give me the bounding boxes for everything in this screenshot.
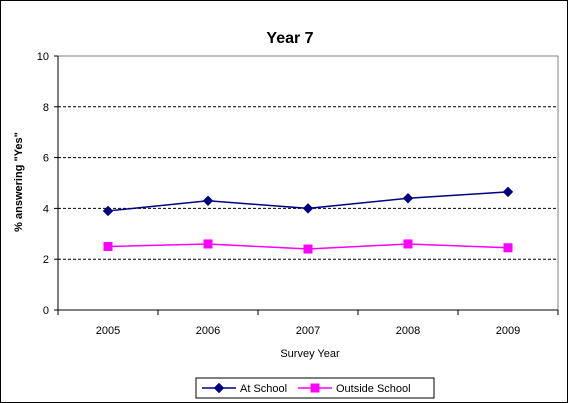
x-tick-labels: 2005 2006 2007 2008 2009 (96, 325, 520, 337)
y-tick-label: 0 (43, 305, 49, 317)
data-point (402, 193, 414, 204)
gridlines (58, 55, 558, 260)
legend-marker (310, 383, 320, 393)
legend-label: Outside School (336, 383, 411, 395)
legend-item-0: At School (202, 382, 287, 395)
data-point (202, 195, 214, 206)
axes (54, 55, 559, 315)
data-point (302, 203, 314, 214)
legend-marker (213, 382, 225, 394)
x-tick-label: 2008 (396, 325, 420, 337)
y-tick-label: 10 (37, 51, 49, 63)
y-tick-label: 8 (43, 102, 49, 114)
legend-item-1: Outside School (298, 383, 411, 395)
x-tick-label: 2006 (196, 325, 220, 337)
chart-title: Year 7 (266, 30, 313, 47)
y-tick-label: 2 (43, 254, 49, 266)
x-axis-label: Survey Year (280, 348, 340, 360)
legend: At School Outside School (195, 377, 435, 399)
series-layer (102, 186, 514, 254)
y-tick-label: 6 (43, 153, 49, 165)
plot-area (57, 55, 559, 311)
series-1 (103, 239, 513, 254)
y-axis-label: % answering "Yes" (13, 132, 25, 232)
data-point (502, 186, 514, 198)
data-point (102, 205, 114, 217)
data-point (503, 243, 513, 253)
y-tick-labels: 0 2 4 6 8 10 (37, 51, 49, 317)
x-tick-label: 2009 (496, 325, 520, 337)
data-point (203, 239, 213, 249)
data-point (103, 242, 113, 251)
x-tick-label: 2005 (96, 325, 120, 337)
y-tick-label: 4 (43, 203, 49, 215)
series-0 (102, 186, 514, 217)
x-tick-label: 2007 (296, 325, 320, 337)
data-point (403, 239, 413, 249)
legend-label: At School (240, 383, 287, 395)
data-point (303, 244, 313, 254)
